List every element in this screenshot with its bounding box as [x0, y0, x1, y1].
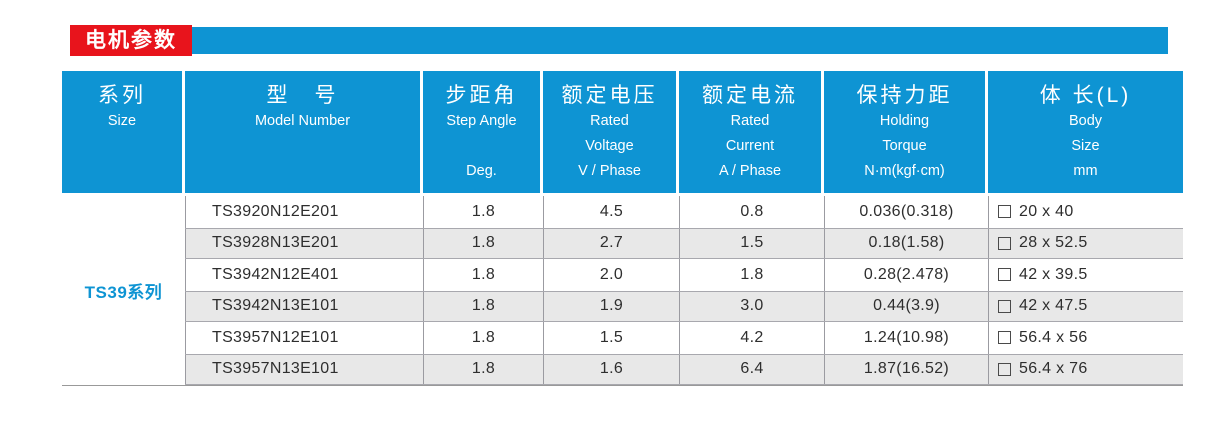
col-header-zh: 系列 [98, 84, 146, 107]
step-angle-cell: 1.8 [423, 228, 543, 258]
section-banner: 电机参数 [70, 25, 1168, 56]
body-size-cell: 20 x 40 [988, 196, 1183, 228]
voltage-cell: 1.6 [543, 354, 679, 384]
col-header-en: Step Angle [446, 113, 517, 129]
col-header-en: Rated [590, 113, 629, 129]
body-size-cell: 56.4 x 76 [988, 354, 1183, 384]
torque-cell: 1.87(16.52) [824, 354, 988, 384]
col-header-rated-voltage: 额定电压 Rated Voltage V / Phase [543, 71, 679, 193]
step-angle-cell: 1.8 [423, 259, 543, 291]
table-row: TS3957N12E101 1.8 1.5 4.2 1.24(10.98) 56… [185, 322, 1183, 354]
col-header-en: Rated [730, 113, 770, 129]
body-size-value: 20 x 40 [1019, 202, 1074, 220]
size-checkbox-icon [998, 362, 1011, 376]
table-row: TS3928N13E201 1.8 2.7 1.5 0.18(1.58) 28 … [185, 227, 1183, 259]
step-angle-cell: 1.8 [423, 291, 543, 321]
torque-cell: 0.44(3.9) [824, 291, 988, 321]
col-header-en: Model Number [254, 113, 351, 129]
current-cell: 0.8 [679, 196, 824, 228]
torque-cell: 0.28(2.478) [824, 259, 988, 291]
voltage-cell: 4.5 [543, 196, 679, 228]
model-cell: TS3957N13E101 [185, 354, 423, 384]
col-header-zh: 体 长(L) [1039, 84, 1132, 107]
size-checkbox-icon [998, 268, 1011, 282]
body-size-cell: 42 x 39.5 [988, 259, 1183, 291]
model-cell: TS3920N12E201 [185, 196, 423, 228]
body-size-value: 28 x 52.5 [1019, 234, 1088, 252]
col-header-zh: 保持力距 [856, 84, 953, 107]
col-header-en: Holding [879, 113, 930, 129]
step-angle-cell: 1.8 [423, 196, 543, 228]
current-cell: 4.2 [679, 322, 824, 354]
table-row: TS3942N13E101 1.8 1.9 3.0 0.44(3.9) 42 x… [185, 290, 1183, 322]
model-cell: TS3942N13E101 [185, 291, 423, 321]
body-size-value: 56.4 x 56 [1019, 328, 1088, 346]
voltage-cell: 1.5 [543, 322, 679, 354]
table-row: TS3957N13E101 1.8 1.6 6.4 1.87(16.52) 56… [185, 353, 1183, 385]
col-header-model-number: 型 号 Model Number [185, 71, 423, 193]
table-header-row: 系列 Size 型 号 Model Number 步距角 Step Angle … [62, 71, 1183, 193]
model-cell: TS3957N12E101 [185, 322, 423, 354]
body-size-cell: 28 x 52.5 [988, 228, 1183, 258]
section-title: 电机参数 [70, 25, 192, 56]
current-cell: 1.5 [679, 228, 824, 258]
col-header-en: Size [107, 113, 137, 129]
current-cell: 1.8 [679, 259, 824, 291]
body-size-value: 42 x 39.5 [1019, 265, 1088, 283]
motor-parameter-table: 系列 Size 型 号 Model Number 步距角 Step Angle … [62, 71, 1183, 386]
table-row: TS3942N12E401 1.8 2.0 1.8 0.28(2.478) 42… [185, 259, 1183, 291]
current-cell: 3.0 [679, 291, 824, 321]
model-cell: TS3928N13E201 [185, 228, 423, 258]
col-header-body-size: 体 长(L) Body Size mm [988, 71, 1183, 193]
size-checkbox-icon [998, 236, 1011, 250]
size-checkbox-icon [998, 205, 1011, 219]
voltage-cell: 1.9 [543, 291, 679, 321]
col-header-en: Body [1068, 113, 1103, 129]
step-angle-cell: 1.8 [423, 354, 543, 384]
series-cell: TS39系列 [62, 196, 185, 385]
voltage-cell: 2.0 [543, 259, 679, 291]
col-header-zh: 型 号 [266, 84, 339, 107]
body-size-cell: 56.4 x 56 [988, 322, 1183, 354]
col-header-zh: 步距角 [445, 84, 518, 107]
body-size-value: 56.4 x 76 [1019, 360, 1088, 378]
torque-cell: 0.18(1.58) [824, 228, 988, 258]
table-body: TS39系列 TS3920N12E201 1.8 4.5 0.8 0.036(0… [62, 196, 1183, 386]
banner-bar [192, 27, 1168, 54]
col-header-series: 系列 Size [62, 71, 185, 193]
step-angle-cell: 1.8 [423, 322, 543, 354]
torque-cell: 0.036(0.318) [824, 196, 988, 228]
table-row: TS3920N12E201 1.8 4.5 0.8 0.036(0.318) 2… [185, 196, 1183, 228]
body-size-cell: 42 x 47.5 [988, 291, 1183, 321]
col-header-holding-torque: 保持力距 Holding Torque N·m(kgf·cm) [824, 71, 988, 193]
voltage-cell: 2.7 [543, 228, 679, 258]
torque-cell: 1.24(10.98) [824, 322, 988, 354]
model-cell: TS3942N12E401 [185, 259, 423, 291]
col-header-step-angle: 步距角 Step Angle Deg. [423, 71, 543, 193]
col-header-zh: 额定电压 [561, 84, 658, 107]
size-checkbox-icon [998, 331, 1011, 345]
size-checkbox-icon [998, 299, 1011, 313]
col-header-rated-current: 额定电流 Rated Current A / Phase [679, 71, 824, 193]
current-cell: 6.4 [679, 354, 824, 384]
body-size-value: 42 x 47.5 [1019, 297, 1088, 315]
col-header-zh: 额定电流 [702, 84, 798, 107]
series-label: TS39系列 [84, 283, 163, 302]
table-rows: TS3920N12E201 1.8 4.5 0.8 0.036(0.318) 2… [185, 196, 1183, 385]
